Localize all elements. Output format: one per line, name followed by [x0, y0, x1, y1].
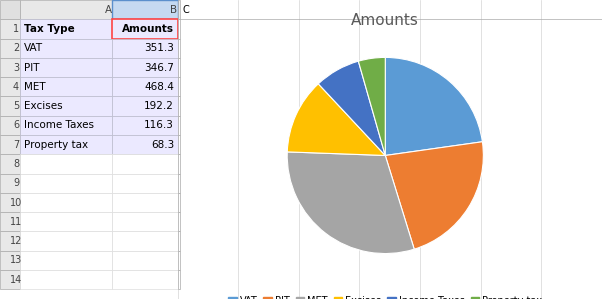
Bar [178, 19, 180, 39]
Text: 11: 11 [10, 217, 22, 227]
Bar [178, 154, 180, 174]
Wedge shape [385, 142, 483, 249]
Bar [112, 116, 178, 135]
Text: 2: 2 [13, 43, 19, 53]
Bar [112, 0, 178, 19]
Bar [112, 231, 178, 251]
Bar [0, 270, 19, 289]
Bar [19, 212, 112, 231]
Text: 346.7: 346.7 [144, 62, 174, 73]
Bar [178, 212, 180, 231]
Wedge shape [287, 84, 385, 155]
Text: Excises: Excises [24, 101, 63, 111]
Bar [0, 97, 19, 116]
Bar [19, 174, 112, 193]
Text: C: C [182, 5, 189, 15]
Bar [178, 58, 180, 77]
Text: 68.3: 68.3 [150, 140, 174, 150]
Text: 10: 10 [10, 198, 22, 208]
Bar [19, 116, 112, 135]
Bar [0, 231, 19, 251]
Bar [112, 97, 178, 116]
Bar [178, 77, 180, 97]
Bar [178, 116, 180, 135]
Text: 14: 14 [10, 275, 22, 285]
Wedge shape [385, 57, 482, 155]
Text: 4: 4 [13, 82, 19, 92]
Bar [178, 174, 180, 193]
Text: 468.4: 468.4 [144, 82, 174, 92]
Text: Property tax: Property tax [24, 140, 88, 150]
Bar [19, 154, 112, 174]
Wedge shape [287, 152, 414, 254]
Bar [19, 97, 112, 116]
Bar [112, 251, 178, 270]
Bar [0, 174, 19, 193]
Bar [112, 193, 178, 212]
Bar [19, 58, 112, 77]
Text: 351.3: 351.3 [144, 43, 174, 53]
Bar [19, 231, 112, 251]
Text: 8: 8 [13, 159, 19, 169]
Text: 7: 7 [13, 140, 19, 150]
Bar [112, 39, 178, 58]
Bar [112, 19, 178, 39]
Bar [0, 251, 19, 270]
Bar [0, 58, 19, 77]
Text: 12: 12 [10, 236, 22, 246]
Text: 3: 3 [13, 62, 19, 73]
Text: Tax Type: Tax Type [24, 24, 75, 34]
Text: Amounts: Amounts [122, 24, 174, 34]
Text: A: A [105, 5, 112, 15]
Bar [112, 58, 178, 77]
Text: 6: 6 [13, 120, 19, 130]
Bar [0, 39, 19, 58]
Text: VAT: VAT [24, 43, 43, 53]
Bar [178, 270, 180, 289]
Text: MET: MET [24, 82, 46, 92]
Bar [112, 270, 178, 289]
Text: Income Taxes: Income Taxes [24, 120, 94, 130]
Bar [0, 154, 19, 174]
Text: 116.3: 116.3 [144, 120, 174, 130]
Wedge shape [358, 57, 385, 155]
Bar [0, 77, 19, 97]
Bar [19, 135, 112, 154]
Bar [0, 19, 19, 39]
Text: 13: 13 [10, 255, 22, 266]
Bar [0, 0, 19, 19]
Bar [19, 193, 112, 212]
Text: B: B [170, 5, 178, 15]
Title: Amounts: Amounts [352, 13, 419, 28]
Bar [0, 116, 19, 135]
Bar [178, 135, 180, 154]
Bar [178, 251, 180, 270]
Text: 1: 1 [13, 24, 19, 34]
Bar [112, 174, 178, 193]
Legend: VAT, PIT, MET, Excises, Income Taxes, Property tax: VAT, PIT, MET, Excises, Income Taxes, Pr… [225, 292, 546, 299]
Bar [178, 231, 180, 251]
Bar [0, 212, 19, 231]
Bar [178, 97, 180, 116]
Bar [112, 135, 178, 154]
Bar [178, 193, 180, 212]
Text: 9: 9 [13, 178, 19, 188]
Text: 192.2: 192.2 [144, 101, 174, 111]
Bar [19, 39, 112, 58]
Bar [178, 39, 180, 58]
Wedge shape [318, 61, 385, 155]
Bar [19, 251, 112, 270]
Bar [0, 135, 19, 154]
Bar [112, 77, 178, 97]
Bar [112, 154, 178, 174]
Bar [178, 0, 180, 19]
Bar [19, 77, 112, 97]
Text: PIT: PIT [24, 62, 40, 73]
Bar [112, 212, 178, 231]
Bar [19, 19, 112, 39]
Bar [19, 0, 112, 19]
Bar [0, 193, 19, 212]
Text: 5: 5 [13, 101, 19, 111]
Bar [19, 270, 112, 289]
